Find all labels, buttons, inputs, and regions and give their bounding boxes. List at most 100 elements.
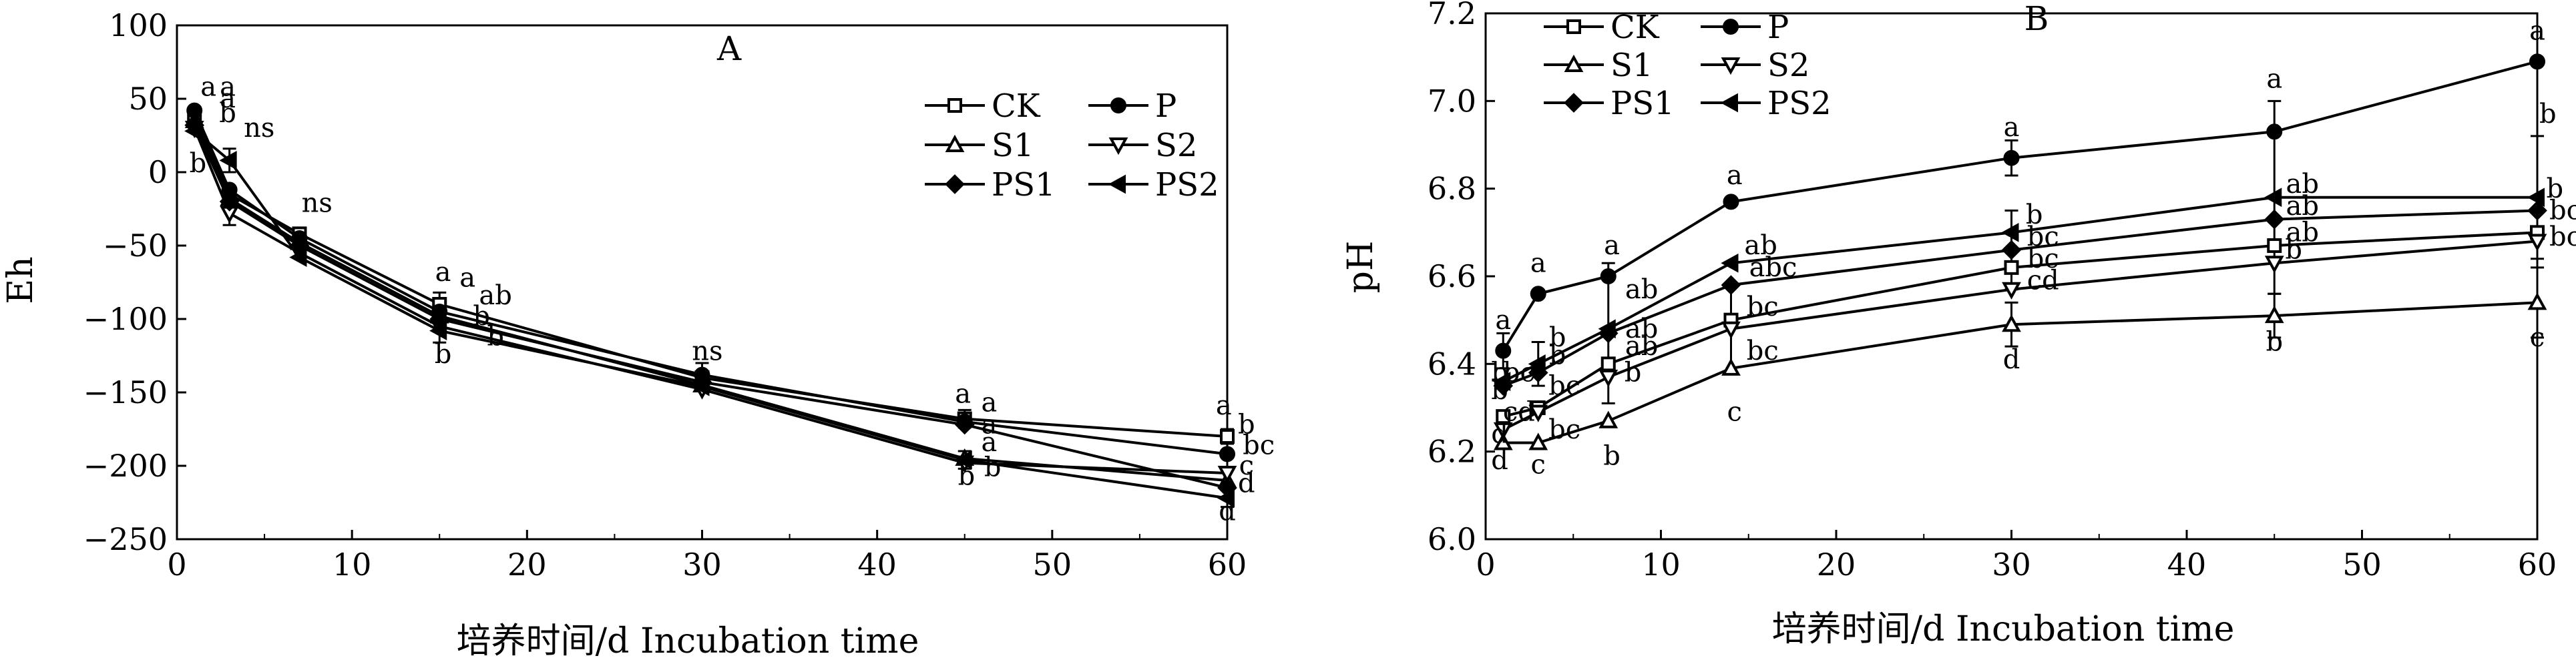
data-point-ps2 bbox=[1528, 354, 1546, 374]
significance-label: a bbox=[982, 410, 998, 440]
data-point-ck bbox=[1600, 356, 1616, 372]
data-point-ps1 bbox=[2001, 240, 2022, 260]
legend-marker-ps1 bbox=[945, 174, 965, 194]
significance-label: b bbox=[2026, 200, 2043, 230]
data-point-ps2 bbox=[1721, 253, 1739, 273]
significance-label: a bbox=[982, 388, 998, 418]
significance-label: a bbox=[1727, 160, 1743, 191]
y-tick-label: −50 bbox=[103, 228, 168, 264]
legend-marker-ck bbox=[947, 98, 962, 113]
legend-label: P bbox=[1155, 87, 1176, 125]
x-tick-label: 0 bbox=[1476, 547, 1495, 583]
x-tick-label: 30 bbox=[1992, 547, 2031, 583]
data-point-ps1 bbox=[1721, 275, 1741, 295]
significance-label: a bbox=[200, 72, 216, 103]
y-tick-label: −250 bbox=[83, 521, 168, 557]
significance-label: bc bbox=[1548, 370, 1580, 401]
data-point-s1 bbox=[2002, 314, 2021, 332]
legend-label: S1 bbox=[1611, 47, 1653, 84]
significance-label: b bbox=[190, 148, 207, 179]
significance-label: b bbox=[435, 339, 452, 370]
significance-label: a bbox=[435, 257, 451, 288]
y-tick-label: 0 bbox=[148, 154, 168, 190]
significance-label: a bbox=[220, 83, 236, 114]
significance-label: a bbox=[955, 378, 971, 409]
data-point-ps2 bbox=[184, 121, 202, 141]
significance-label: a bbox=[1495, 305, 1511, 336]
x-tick-label: 40 bbox=[857, 547, 897, 583]
x-tick-label: 0 bbox=[167, 547, 186, 583]
data-point-p bbox=[2266, 123, 2283, 140]
data-point-ps2 bbox=[219, 151, 237, 170]
significance-label: cd bbox=[2027, 266, 2059, 296]
significance-label: b bbox=[473, 301, 490, 332]
significance-label: a bbox=[2266, 64, 2282, 95]
significance-label: abc bbox=[1749, 252, 1797, 283]
significance-label: b bbox=[984, 452, 1002, 482]
legend-label: PS2 bbox=[1155, 166, 1219, 204]
significance-label: ab bbox=[2286, 217, 2319, 248]
legend-marker-s2 bbox=[1721, 57, 1741, 75]
data-point-s2 bbox=[2527, 234, 2547, 252]
legend-label: P bbox=[1767, 9, 1789, 46]
data-point-ps2 bbox=[1493, 372, 1511, 391]
significance-label: ab bbox=[2286, 191, 2319, 222]
significance-label: b bbox=[1549, 322, 1566, 353]
legend-marker-s2 bbox=[1108, 137, 1128, 155]
y-tick-label: 6.0 bbox=[1428, 521, 1476, 557]
significance-label: d bbox=[1491, 445, 1508, 476]
data-point-p bbox=[2003, 149, 2020, 166]
significance-label: b bbox=[219, 98, 236, 129]
data-point-ps2 bbox=[289, 248, 307, 267]
data-point-p bbox=[2529, 53, 2545, 70]
plot-frame bbox=[176, 24, 1229, 541]
significance-label: b bbox=[487, 322, 504, 352]
chart-panel-b: 0 10 20 30 40 50 60 7.2 7.0 6.8 6.6 6.4 6.2 6.0 B 培养时间/… bbox=[1341, 0, 2576, 649]
data-point-ps1 bbox=[954, 414, 975, 435]
chart-panel-a: 0 10 20 30 40 50 60 100 50 0 −50 −100 −150 −200 −250 A 培… bbox=[1, 7, 1275, 660]
legend-marker-ps2 bbox=[1108, 174, 1126, 194]
legend-marker-p bbox=[1723, 19, 1739, 35]
data-point-s1 bbox=[2264, 305, 2284, 324]
y-tick-label: 100 bbox=[109, 7, 168, 43]
significance-label: a bbox=[459, 263, 475, 294]
legend-marker-p bbox=[1110, 97, 1126, 113]
panel-title: B bbox=[2024, 0, 2049, 38]
data-point-s2 bbox=[1493, 422, 1513, 440]
data-point-ck bbox=[1220, 429, 1235, 444]
legend-marker-ck bbox=[1566, 19, 1581, 34]
x-tick-label: 10 bbox=[1641, 547, 1681, 583]
series-line-s2 bbox=[1502, 240, 2538, 431]
data-point-ps2 bbox=[2527, 188, 2545, 208]
x-tick-label: 10 bbox=[333, 547, 372, 583]
y-tick-label: 7.2 bbox=[1428, 0, 1476, 31]
significance-label: d bbox=[1491, 419, 1508, 450]
x-tick-label: 20 bbox=[507, 547, 547, 583]
significance-label: a bbox=[2004, 112, 2020, 143]
data-point-ps2 bbox=[1598, 319, 1616, 339]
legend-marker-ps2 bbox=[1720, 93, 1738, 113]
significance-label: ns bbox=[302, 188, 333, 218]
significance-label: d bbox=[1219, 496, 1236, 527]
significance-label: bc bbox=[2027, 222, 2059, 252]
significance-label: bc bbox=[2549, 222, 2576, 252]
x-tick-label: 40 bbox=[2167, 547, 2207, 583]
significance-label: b bbox=[1625, 358, 1642, 388]
series-line-s1 bbox=[1503, 301, 2538, 444]
significance-label: ab bbox=[1625, 331, 1658, 362]
significance-label: ns bbox=[692, 336, 722, 367]
panel-title: A bbox=[716, 29, 742, 68]
data-point-ps2 bbox=[429, 321, 447, 340]
significance-label: b bbox=[2285, 235, 2302, 266]
significance-label: bc bbox=[1503, 358, 1535, 388]
legend-label: S2 bbox=[1155, 127, 1197, 164]
significance-label: ab bbox=[1744, 230, 1777, 261]
data-point-ck bbox=[2004, 260, 2019, 275]
data-point-ps2 bbox=[692, 376, 710, 396]
significance-label: bc bbox=[2549, 196, 2576, 226]
legend-label: PS2 bbox=[1767, 85, 1832, 122]
y-tick-label: 7.0 bbox=[1428, 83, 1476, 119]
y-tick-label: −150 bbox=[83, 374, 168, 410]
